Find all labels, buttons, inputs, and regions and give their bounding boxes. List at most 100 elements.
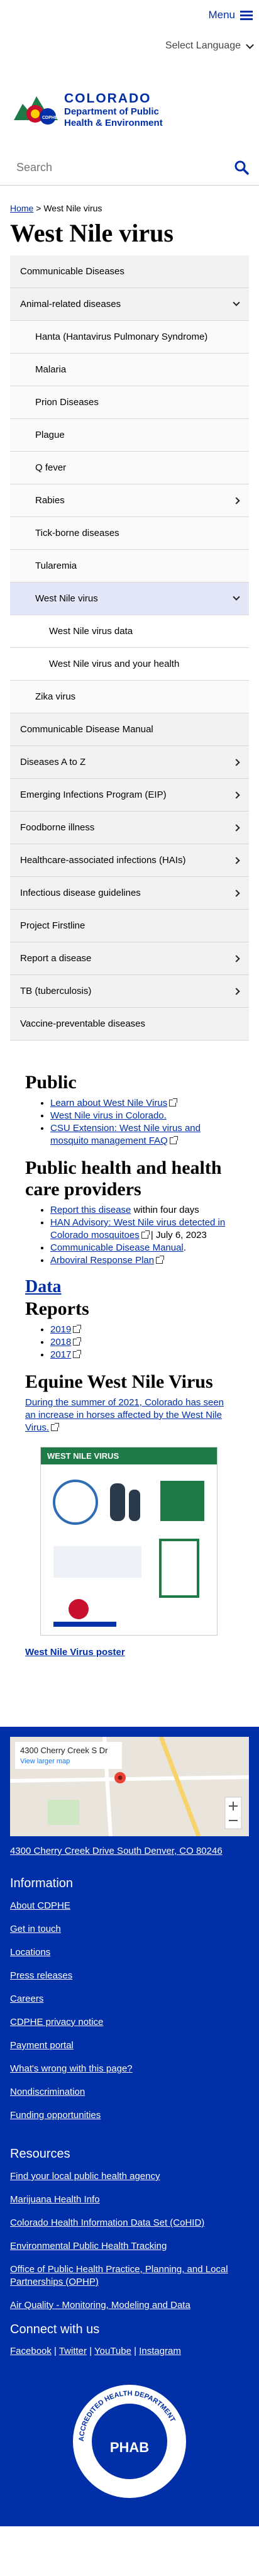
chevron-right-icon[interactable] <box>233 954 240 962</box>
external-link-icon <box>73 1350 82 1358</box>
chevron-right-icon[interactable] <box>233 758 240 766</box>
nav-item[interactable]: West Nile virus and your health <box>10 648 249 681</box>
nav-item[interactable]: Vaccine-preventable diseases <box>10 1008 249 1040</box>
footer-link[interactable]: Funding opportunities <box>10 2110 101 2121</box>
nav-item-label: Q fever <box>35 462 67 473</box>
location-map[interactable]: 4300 Cherry Creek S Dr View larger map <box>10 1737 249 1836</box>
nav-item-label: Report a disease <box>20 953 92 964</box>
nav-item[interactable]: Zika virus <box>10 681 249 713</box>
footer-link[interactable]: About CDPHE <box>10 1900 70 1911</box>
instagram-link[interactable]: Instagram <box>139 2346 181 2356</box>
language-select[interactable]: Select Language <box>165 40 254 52</box>
report-disease-link[interactable]: Report this disease <box>50 1205 131 1215</box>
nav-item[interactable]: Diseases A to Z <box>10 746 249 779</box>
info-heading: Information <box>10 1876 74 1890</box>
social-links: Facebook | Twitter | YouTube | Instagram <box>10 2346 181 2356</box>
twitter-link[interactable]: Twitter <box>58 2346 87 2356</box>
nav-item-label: West Nile virus data <box>49 626 133 637</box>
nav-item[interactable]: Prion Diseases <box>10 386 249 419</box>
site-logo[interactable]: CDPHE COLORADO Department of Public Heal… <box>0 75 259 145</box>
nav-item-label: Communicable Disease Manual <box>20 724 153 735</box>
nav-item[interactable]: Tick-borne diseases <box>10 517 249 550</box>
chevron-right-icon[interactable] <box>233 987 240 995</box>
nav-item[interactable]: Communicable Diseases <box>10 255 249 288</box>
list-item: HAN Advisory: West Nile virus detected i… <box>50 1217 234 1242</box>
nav-item[interactable]: West Nile virus data <box>10 615 249 648</box>
csu-link[interactable]: CSU Extension: West Nile virus and mosqu… <box>50 1123 201 1146</box>
nav-item[interactable]: TB (tuberculosis) <box>10 975 249 1008</box>
footer-link[interactable]: Environmental Public Health Tracking <box>10 2241 167 2251</box>
search-input[interactable] <box>16 160 205 174</box>
han-advisory-link[interactable]: HAN Advisory: West Nile virus detected i… <box>50 1217 226 1241</box>
nav-item[interactable]: Infectious disease guidelines <box>10 877 249 910</box>
footer-link[interactable]: Get in touch <box>10 1924 61 1934</box>
report-2019-link[interactable]: 2019 <box>50 1324 72 1335</box>
data-link[interactable]: Data <box>25 1277 62 1296</box>
breadcrumb-home[interactable]: Home <box>10 203 34 213</box>
nav-item[interactable]: Plague <box>10 419 249 452</box>
search-icon[interactable] <box>234 160 249 175</box>
public-list: Learn about West Nile Virus West Nile vi… <box>50 1097 234 1147</box>
nav-item-label: Vaccine-preventable diseases <box>20 1018 146 1029</box>
list-item: Learn about West Nile Virus <box>50 1097 234 1110</box>
nav-item-label: Malaria <box>35 364 67 375</box>
facebook-link[interactable]: Facebook <box>10 2346 52 2356</box>
page-title: West Nile virus <box>10 219 174 247</box>
address-link[interactable]: 4300 Cherry Creek Drive South Denver, CO… <box>10 1846 223 1856</box>
report-2018-link[interactable]: 2018 <box>50 1337 72 1347</box>
list-item: Report this disease within four days <box>50 1204 234 1217</box>
list-item: 2018 <box>50 1336 234 1349</box>
nav-item[interactable]: Project Firstline <box>10 910 249 942</box>
footer-link[interactable]: Press releases <box>10 1970 73 1981</box>
footer-link[interactable]: Office of Public Health Practice, Planni… <box>10 2264 228 2287</box>
footer-link[interactable]: What's wrong with this page? <box>10 2063 133 2074</box>
footer-link[interactable]: CDPHE privacy notice <box>10 2017 104 2027</box>
footer-link[interactable]: Payment portal <box>10 2040 74 2051</box>
nav-item[interactable]: Healthcare-associated infections (HAIs) <box>10 844 249 877</box>
nav-item[interactable]: Report a disease <box>10 942 249 975</box>
nav-item[interactable]: West Nile virus <box>10 583 249 615</box>
nav-item[interactable]: Communicable Disease Manual <box>10 713 249 746</box>
logo-text: COLORADO Department of Public Health & E… <box>64 91 163 129</box>
view-larger-map-link[interactable]: View larger map <box>20 1758 70 1765</box>
learn-link[interactable]: Learn about West Nile Virus <box>50 1098 168 1108</box>
manual-link[interactable]: Communicable Disease Manual <box>50 1242 184 1253</box>
providers-heading: Public health and health care providers <box>25 1157 222 1200</box>
footer-link[interactable]: Locations <box>10 1947 51 1958</box>
footer-link[interactable]: Nondiscrimination <box>10 2087 85 2097</box>
chevron-right-icon[interactable] <box>233 889 240 897</box>
menu-label: Menu <box>208 9 235 21</box>
nav-item[interactable]: Emerging Infections Program (EIP) <box>10 779 249 811</box>
nav-item-label: West Nile virus and your health <box>49 659 180 669</box>
chevron-down-icon[interactable] <box>233 299 240 306</box>
west-nile-poster-image[interactable]: WEST NILE VIRUS <box>40 1447 218 1636</box>
report-2017-link[interactable]: 2017 <box>50 1349 72 1360</box>
menu-button[interactable]: Menu <box>208 9 253 21</box>
nav-item[interactable]: Tularemia <box>10 550 249 583</box>
chevron-down-icon[interactable] <box>233 593 240 601</box>
chevron-right-icon[interactable] <box>233 791 240 799</box>
footer-link[interactable]: Marijuana Health Info <box>10 2194 100 2205</box>
footer-link[interactable]: Air Quality - Monitoring, Modeling and D… <box>10 2300 190 2311</box>
nav-item[interactable]: Animal-related diseases <box>10 288 249 321</box>
colorado-link[interactable]: West Nile virus in Colorado. <box>50 1110 167 1121</box>
footer-link[interactable]: Find your local public health agency <box>10 2171 160 2182</box>
footer-link[interactable]: Careers <box>10 1993 44 2004</box>
arboviral-plan-link[interactable]: Arboviral Response Plan <box>50 1255 155 1266</box>
logo-line3: Health & Environment <box>64 118 163 128</box>
colorado-mountains-logo-icon: CDPHE <box>14 96 58 125</box>
nav-item[interactable]: Q fever <box>10 452 249 484</box>
nav-item[interactable]: Hanta (Hantavirus Pulmonary Syndrome) <box>10 321 249 354</box>
poster-link[interactable]: West Nile Virus poster <box>25 1647 125 1658</box>
chevron-right-icon[interactable] <box>233 856 240 864</box>
external-link-icon <box>73 1337 82 1346</box>
equine-link[interactable]: During the summer of 2021, Colorado has … <box>25 1397 224 1433</box>
nav-item[interactable]: Malaria <box>10 354 249 386</box>
youtube-link[interactable]: YouTube <box>94 2346 131 2356</box>
footer-link[interactable]: Colorado Health Information Data Set (Co… <box>10 2217 205 2228</box>
nav-item[interactable]: Foodborne illness <box>10 811 249 844</box>
chevron-right-icon[interactable] <box>233 496 240 505</box>
reports-list: 2019 2018 2017 <box>50 1324 234 1361</box>
nav-item[interactable]: Rabies <box>10 484 249 517</box>
chevron-right-icon[interactable] <box>233 823 240 832</box>
